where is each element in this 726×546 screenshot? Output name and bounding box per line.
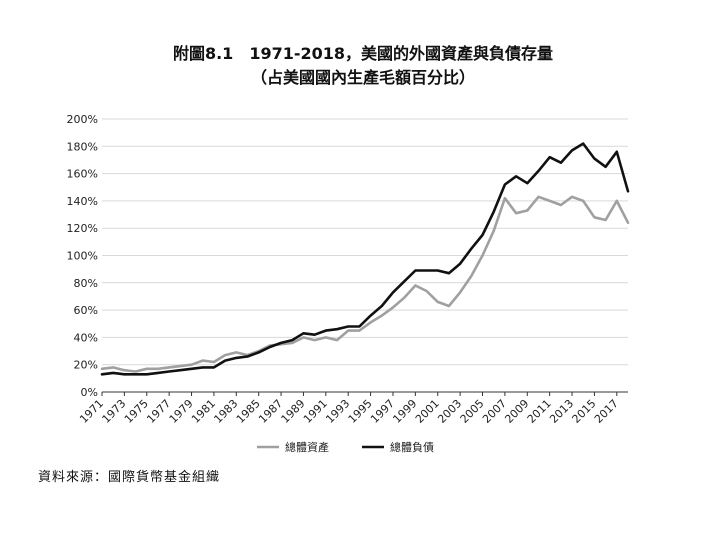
x-tick-label: 1981 <box>189 397 218 426</box>
x-tick-label: 1983 <box>211 397 240 426</box>
x-tick-label: 1973 <box>100 397 129 426</box>
y-tick-label: 180% <box>67 140 98 153</box>
x-tick-label: 2005 <box>458 397 487 426</box>
x-tick-label: 1999 <box>390 397 419 426</box>
y-tick-label: 40% <box>74 331 98 344</box>
x-tick-label: 2009 <box>502 397 531 426</box>
series-line-liabilities <box>100 142 630 376</box>
legend-label-assets: 總體資產 <box>285 440 329 454</box>
x-tick-label: 1987 <box>256 397 285 426</box>
y-tick-label: 140% <box>67 195 98 208</box>
x-tick-label: 1989 <box>279 397 308 426</box>
x-tick-label: 2003 <box>435 397 464 426</box>
y-tick-label: 160% <box>67 168 98 181</box>
x-tick-label: 1977 <box>144 397 173 426</box>
x-tick-label: 1991 <box>301 397 330 426</box>
y-tick-label: 20% <box>74 359 98 372</box>
x-tick-label: 1979 <box>167 397 196 426</box>
y-tick-label: 80% <box>74 277 98 290</box>
y-tick-label: 100% <box>67 250 98 263</box>
x-tick-label: 2001 <box>413 397 442 426</box>
y-tick-label: 200% <box>67 113 98 126</box>
legend-label-liabilities: 總體負債 <box>390 440 434 454</box>
x-tick-label: 2017 <box>592 397 621 426</box>
x-tick-label: 1997 <box>368 397 397 426</box>
x-tick-label: 2015 <box>570 397 599 426</box>
x-tick-label: 1975 <box>122 397 151 426</box>
y-tick-label: 120% <box>67 222 98 235</box>
x-tick-label: 1971 <box>77 397 106 426</box>
x-tick-label: 2013 <box>547 397 576 426</box>
chart-title: 附圖8.1 1971-2018，美國的外國資產與負債存量 <box>172 44 554 63</box>
source-note: 資料來源：國際貨幣基金組織 <box>38 470 221 485</box>
y-tick-label: 60% <box>74 304 98 317</box>
chart-subtitle: （占美國國內生產毛額百分比） <box>250 68 475 87</box>
x-tick-label: 1993 <box>323 397 352 426</box>
x-tick-label: 2007 <box>480 397 509 426</box>
y-tick-label: 0% <box>81 386 98 399</box>
x-tick-label: 1985 <box>234 397 263 426</box>
series-line-assets <box>100 195 630 373</box>
x-tick-label: 1995 <box>346 397 375 426</box>
x-tick-label: 2011 <box>525 397 554 426</box>
